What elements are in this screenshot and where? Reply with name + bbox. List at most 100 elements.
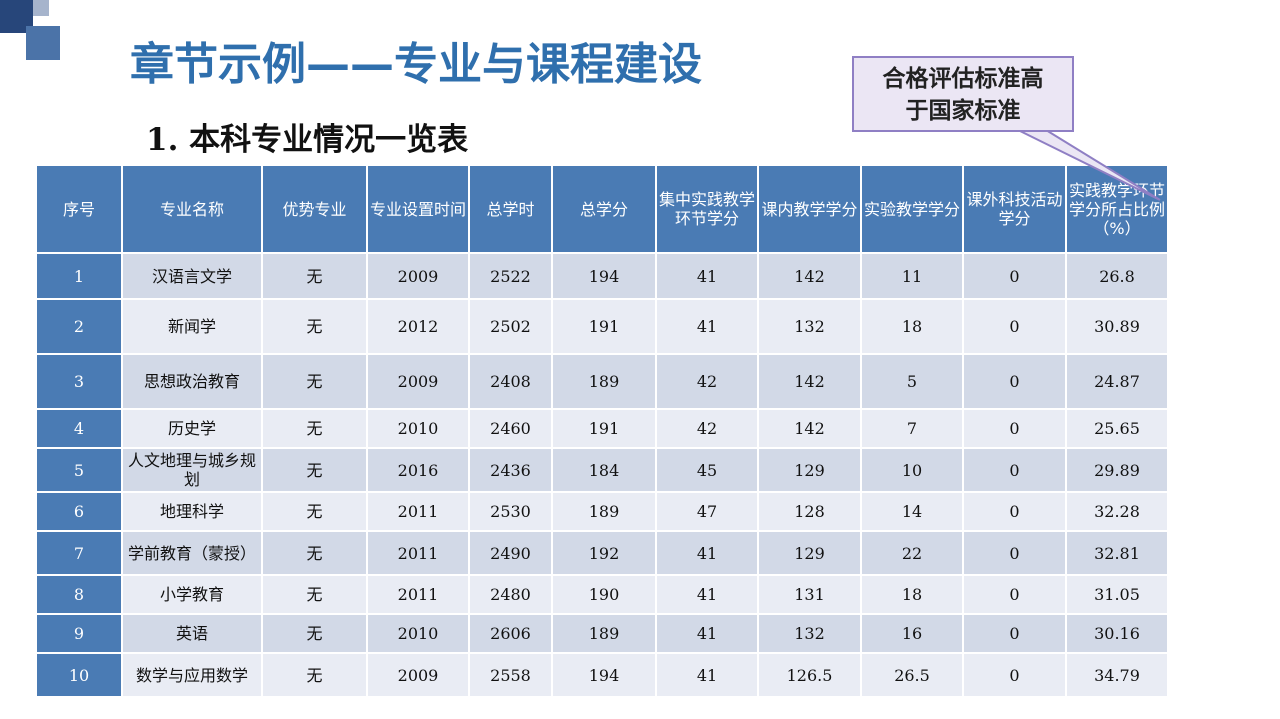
extracurricular-credits-cell: 0 <box>964 532 1065 574</box>
lab-credits-cell: 14 <box>862 493 962 530</box>
table-row: 7 学前教育（蒙授）无 2011 2490 192 41 129 22 0 32.81 <box>37 532 1167 574</box>
row-index: 6 <box>37 493 121 530</box>
class-credits-cell: 129 <box>759 532 860 574</box>
lab-credits-cell: 18 <box>862 300 962 353</box>
class-credits-cell: 142 <box>759 254 860 298</box>
year-cell: 2011 <box>368 532 468 574</box>
major-name: 人文地理与城乡规划 <box>123 449 261 491</box>
credits-cell: 189 <box>553 615 655 652</box>
slide-title: 章节示例——专业与课程建设 <box>130 39 702 90</box>
advantage-cell: 无 <box>263 532 366 574</box>
practice-credits-cell: 45 <box>657 449 757 491</box>
hours-cell: 2558 <box>470 654 551 696</box>
class-credits-cell: 132 <box>759 300 860 353</box>
year-cell: 2012 <box>368 300 468 353</box>
year-cell: 2009 <box>368 254 468 298</box>
advantage-cell: 无 <box>263 576 366 613</box>
year-cell: 2010 <box>368 615 468 652</box>
class-credits-cell: 142 <box>759 410 860 447</box>
credits-cell: 184 <box>553 449 655 491</box>
class-credits-cell: 128 <box>759 493 860 530</box>
major-name: 学前教育（蒙授） <box>123 532 261 574</box>
major-name: 英语 <box>123 615 261 652</box>
lab-credits-cell: 7 <box>862 410 962 447</box>
header-cell: 实验教学学分 <box>862 166 962 252</box>
header-cell: 总学分 <box>553 166 655 252</box>
major-name: 数学与应用数学 <box>123 654 261 696</box>
lab-credits-cell: 18 <box>862 576 962 613</box>
row-index: 7 <box>37 532 121 574</box>
advantage-cell: 无 <box>263 493 366 530</box>
year-cell: 2016 <box>368 449 468 491</box>
extracurricular-credits-cell: 0 <box>964 355 1065 408</box>
table-header-row: 序号 专业名称 优势专业 专业设置时间 总学时 总学分 集中实践教学环节学分 课… <box>37 166 1167 252</box>
header-cell: 专业设置时间 <box>368 166 468 252</box>
practice-credits-cell: 41 <box>657 615 757 652</box>
table-row: 4 历史学无 2010 2460 191 42 142 7 0 25.65 <box>37 410 1167 447</box>
row-index: 10 <box>37 654 121 696</box>
header-cell: 优势专业 <box>263 166 366 252</box>
advantage-cell: 无 <box>263 615 366 652</box>
class-credits-cell: 132 <box>759 615 860 652</box>
table-row: 9 英语无 2010 2606 189 41 132 16 0 30.16 <box>37 615 1167 652</box>
practice-ratio-cell: 26.8 <box>1067 254 1167 298</box>
credits-cell: 192 <box>553 532 655 574</box>
major-name: 思想政治教育 <box>123 355 261 408</box>
major-table: 序号 专业名称 优势专业 专业设置时间 总学时 总学分 集中实践教学环节学分 课… <box>35 164 1169 698</box>
table-row: 8 小学教育无 2011 2480 190 41 131 18 0 31.05 <box>37 576 1167 613</box>
hours-cell: 2408 <box>470 355 551 408</box>
class-credits-cell: 129 <box>759 449 860 491</box>
credits-cell: 189 <box>553 355 655 408</box>
practice-credits-cell: 41 <box>657 576 757 613</box>
year-cell: 2011 <box>368 576 468 613</box>
row-index: 9 <box>37 615 121 652</box>
major-name: 汉语言文学 <box>123 254 261 298</box>
header-cell: 序号 <box>37 166 121 252</box>
extracurricular-credits-cell: 0 <box>964 615 1065 652</box>
extracurricular-credits-cell: 0 <box>964 410 1065 447</box>
practice-ratio-cell: 29.89 <box>1067 449 1167 491</box>
practice-credits-cell: 41 <box>657 654 757 696</box>
practice-ratio-cell: 24.87 <box>1067 355 1167 408</box>
decor-square-light <box>33 0 49 16</box>
practice-ratio-cell: 30.16 <box>1067 615 1167 652</box>
credits-cell: 194 <box>553 254 655 298</box>
row-index: 8 <box>37 576 121 613</box>
practice-ratio-cell: 32.28 <box>1067 493 1167 530</box>
table-row: 6 地理科学无 2011 2530 189 47 128 14 0 32.28 <box>37 493 1167 530</box>
credits-cell: 191 <box>553 410 655 447</box>
major-name: 新闻学 <box>123 300 261 353</box>
callout-text-line1: 合格评估标准高 <box>882 65 1044 92</box>
practice-credits-cell: 41 <box>657 532 757 574</box>
table-row: 10 数学与应用数学无 2009 2558 194 41 126.5 26.5 0 34.79 <box>37 654 1167 696</box>
major-name: 历史学 <box>123 410 261 447</box>
hours-cell: 2460 <box>470 410 551 447</box>
advantage-cell: 无 <box>263 300 366 353</box>
practice-credits-cell: 42 <box>657 355 757 408</box>
credits-cell: 191 <box>553 300 655 353</box>
header-cell: 课内教学学分 <box>759 166 860 252</box>
credits-cell: 194 <box>553 654 655 696</box>
extracurricular-credits-cell: 0 <box>964 254 1065 298</box>
header-cell: 专业名称 <box>123 166 261 252</box>
hours-cell: 2522 <box>470 254 551 298</box>
header-cell: 集中实践教学环节学分 <box>657 166 757 252</box>
lab-credits-cell: 26.5 <box>862 654 962 696</box>
practice-credits-cell: 47 <box>657 493 757 530</box>
row-index: 5 <box>37 449 121 491</box>
practice-ratio-cell: 32.81 <box>1067 532 1167 574</box>
extracurricular-credits-cell: 0 <box>964 493 1065 530</box>
row-index: 1 <box>37 254 121 298</box>
hours-cell: 2502 <box>470 300 551 353</box>
class-credits-cell: 126.5 <box>759 654 860 696</box>
hours-cell: 2530 <box>470 493 551 530</box>
header-cell: 总学时 <box>470 166 551 252</box>
lab-credits-cell: 22 <box>862 532 962 574</box>
extracurricular-credits-cell: 0 <box>964 300 1065 353</box>
practice-credits-cell: 42 <box>657 410 757 447</box>
major-name: 地理科学 <box>123 493 261 530</box>
extracurricular-credits-cell: 0 <box>964 576 1065 613</box>
practice-ratio-cell: 34.79 <box>1067 654 1167 696</box>
year-cell: 2009 <box>368 654 468 696</box>
practice-ratio-cell: 31.05 <box>1067 576 1167 613</box>
